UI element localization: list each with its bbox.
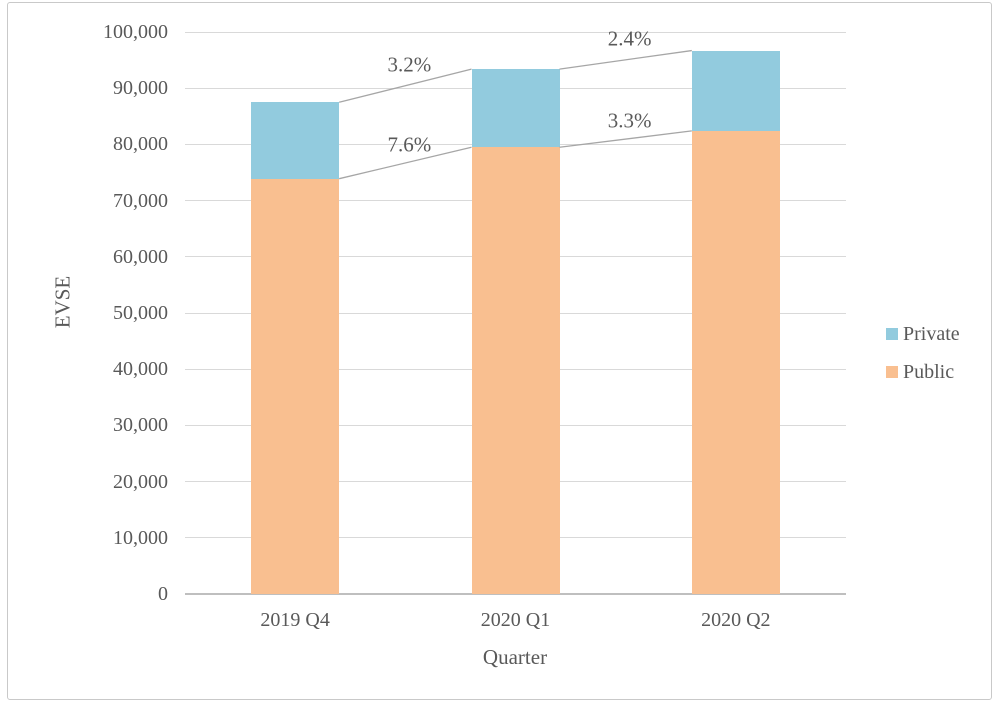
chart-frame: EVSE Quarter 3.2% 2.4% 7.6% 3.3% Private Pub… [7,2,992,700]
y-tick-label: 40,000 [113,358,168,381]
y-tick-label: 70,000 [113,189,168,212]
bar-segment-public [691,130,780,594]
growth-label: 3.3% [607,108,652,133]
x-tick-label: 2020 Q1 [480,609,551,631]
y-tick-label: 50,000 [113,302,168,324]
growth-label: 2.4% [607,26,652,51]
legend: Private Public [886,323,960,399]
series-connector-line [339,68,472,103]
x-tick-label: 2020 Q2 [701,609,771,631]
x-axis-title: Quarter [482,645,548,669]
legend-label-private: Private [903,322,960,345]
series-connector-line [559,130,692,148]
plot-area: 3.2% 2.4% 7.6% 3.3% [185,28,846,595]
y-tick-label: 20,000 [113,470,168,493]
series-connector-line [559,49,692,70]
bar-segment-public [471,147,560,594]
bar-segment-private [691,50,780,131]
y-tick-label: 90,000 [113,77,168,100]
y-tick-label: 100,000 [103,21,168,43]
legend-swatch-public [886,366,898,378]
growth-label: 7.6% [387,132,432,157]
y-tick-label: 60,000 [113,245,168,268]
bar-segment-public [251,178,340,594]
legend-item-private: Private [886,323,960,345]
y-tick-label: 10,000 [113,526,168,549]
growth-label: 3.2% [387,52,432,77]
series-connector-line [339,146,472,180]
legend-label-public: Public [903,360,955,383]
x-tick-label: 2019 Q4 [260,609,330,631]
gridline [185,31,846,33]
y-tick-label: 80,000 [113,133,168,156]
legend-item-public: Public [886,361,960,383]
y-tick-label: 30,000 [113,414,168,437]
bar-segment-private [471,69,560,148]
series-connector-lines [339,49,692,180]
bar-segment-private [251,102,340,179]
y-tick-label: 0 [158,583,168,605]
legend-swatch-private [886,328,898,340]
